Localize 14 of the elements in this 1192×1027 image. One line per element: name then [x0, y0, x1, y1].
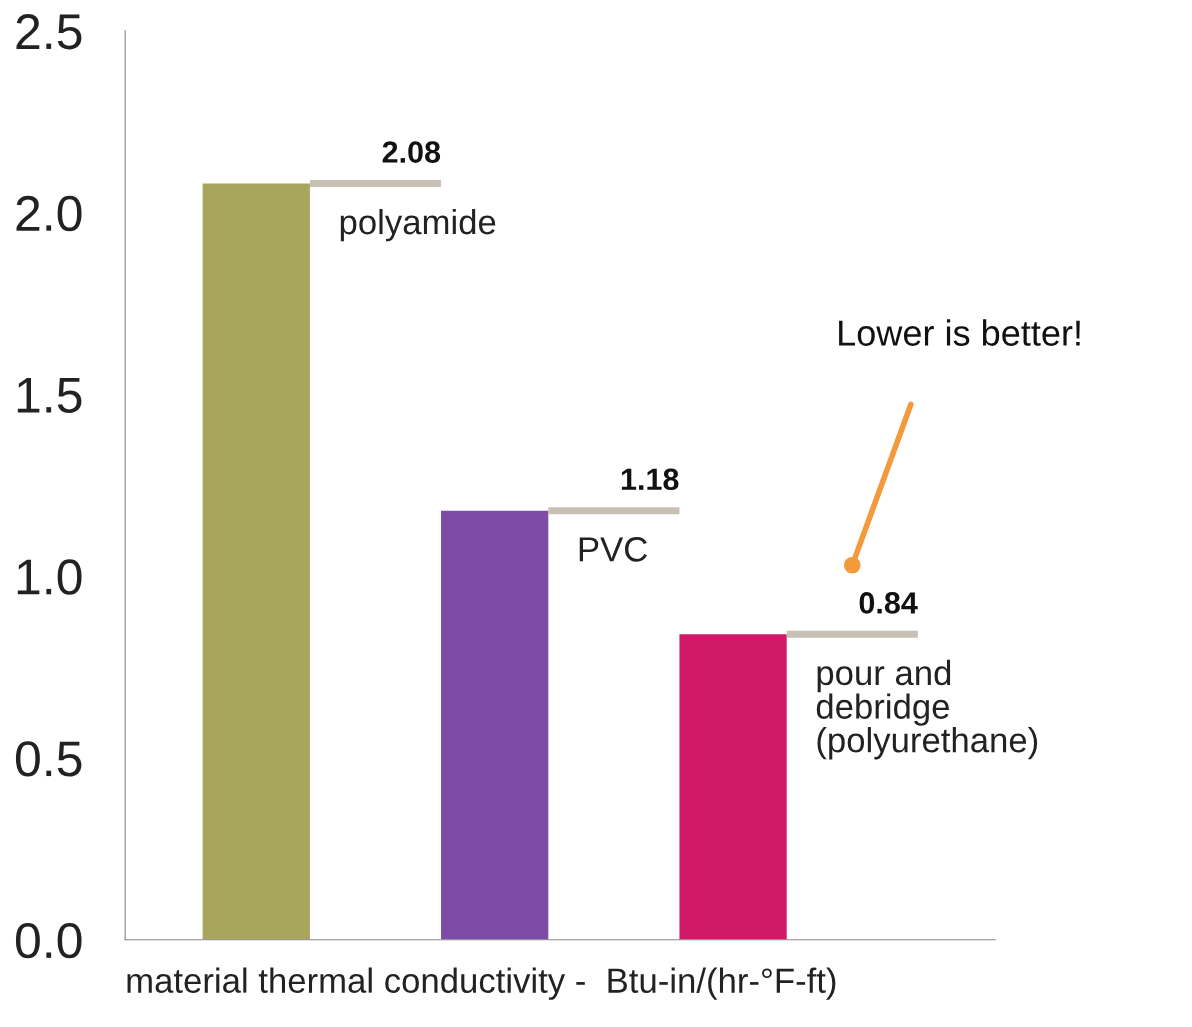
data-label: 0.84: [859, 592, 918, 614]
y-tick-label: 1.5: [17, 378, 82, 413]
y-tick-label: 1.0: [17, 559, 82, 595]
y-tick-label: 0.5: [15, 741, 82, 777]
data-label: 2.08: [382, 141, 441, 163]
annotation: pour and debridge (polyurethane): [816, 659, 1038, 760]
y-tick-label: 2.0: [16, 195, 82, 232]
annotation: polyamide: [340, 208, 496, 242]
annotation: Lower is better!: [839, 319, 1080, 346]
data-label: 1.18: [621, 468, 679, 491]
y-tick-label: 0.0: [15, 922, 82, 959]
x-axis-title: material thermal conductivity - Btu-in/(hr-°F-ft): [127, 967, 836, 1000]
annotation: PVC: [579, 537, 647, 562]
y-tick-label: 2.5: [16, 14, 82, 50]
